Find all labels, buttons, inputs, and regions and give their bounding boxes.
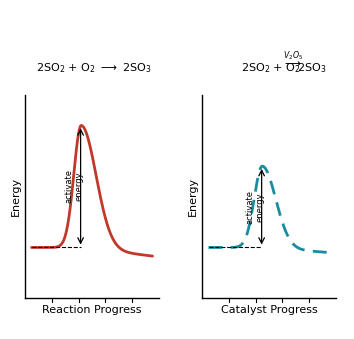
Text: activate
energy: activate energy <box>245 190 265 224</box>
Y-axis label: Energy: Energy <box>11 177 21 216</box>
Text: 2SO$_2$ + O$_2$: 2SO$_2$ + O$_2$ <box>241 61 301 75</box>
Text: activate
energy: activate energy <box>64 170 84 203</box>
Text: $\overset{V_2O_5}{\longrightarrow}$: $\overset{V_2O_5}{\longrightarrow}$ <box>281 50 303 69</box>
Text: 2SO$_3$: 2SO$_3$ <box>297 61 326 75</box>
X-axis label: Catalyst Progress: Catalyst Progress <box>221 305 318 315</box>
Y-axis label: Energy: Energy <box>188 177 198 216</box>
Text: 2SO$_2$ + O$_2$ $\longrightarrow$ 2SO$_3$: 2SO$_2$ + O$_2$ $\longrightarrow$ 2SO$_3… <box>36 61 152 75</box>
X-axis label: Reaction Progress: Reaction Progress <box>42 305 142 315</box>
